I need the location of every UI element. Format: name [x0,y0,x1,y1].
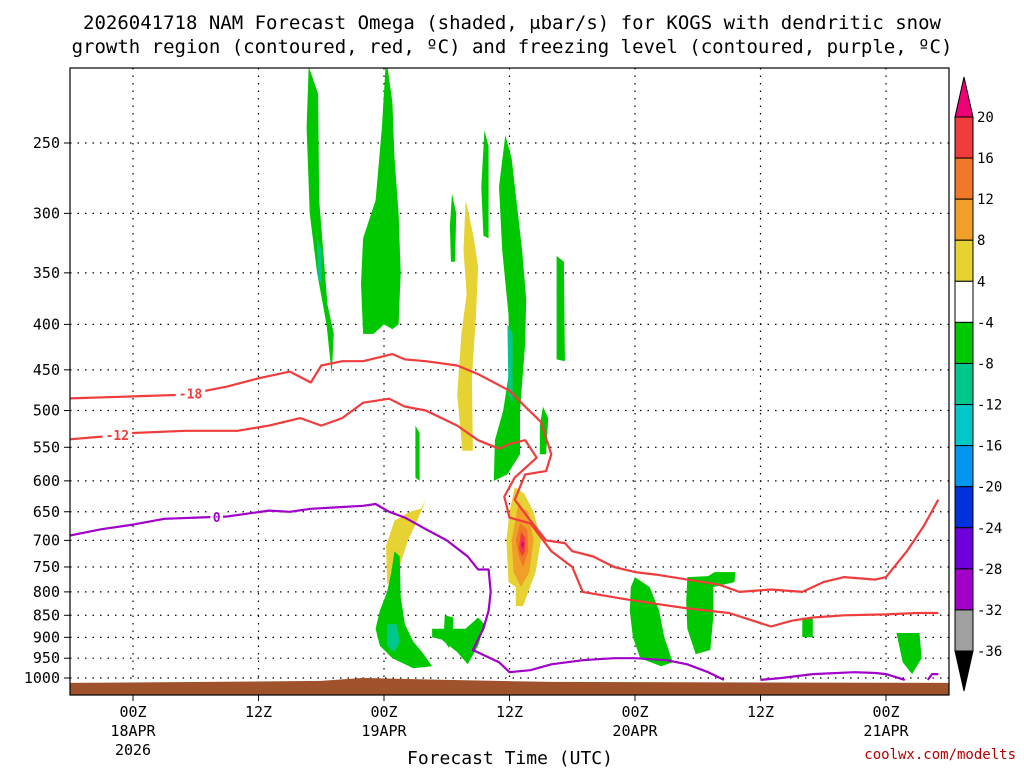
x-tick-label: 00Z [621,703,648,721]
y-tick-label: 500 [33,402,60,420]
x-year-label: 2026 [115,741,151,759]
omega-region [521,540,525,549]
y-tick-label: 600 [33,472,60,490]
x-tick-label: 12Z [496,703,523,721]
omega-region [375,551,433,669]
colorbar-arrow-top [954,76,974,118]
colorbar-box [954,568,974,611]
colorbar-label: -4 [977,315,994,331]
plot-area: -18 -12 0 [69,67,950,696]
x-date-label: 19APR [361,722,407,740]
y-tick-label: 900 [33,628,60,646]
x-tick-label: 12Z [747,703,774,721]
colorbar-box [954,198,974,241]
omega-region [493,135,527,481]
colorbar-box [954,280,974,323]
omega-region [306,68,334,375]
chart-title-line-2: growth region (contoured, red, ºC) and f… [72,36,953,58]
omega-shading [306,68,922,675]
colorbar-label: -12 [977,398,1002,414]
y-tick-label: 300 [33,204,60,222]
x-tick-label: 00Z [119,703,146,721]
colorbar: 20 16 12 8 4 -4 -8 -12 -16 -20 -24 -28 -32 -36 [954,76,1002,692]
contour-line [70,502,725,681]
colorbar-label: -16 [977,439,1002,455]
x-date-label: 20APR [612,722,658,740]
colorbar-label: 20 [977,110,994,126]
omega-region [457,200,479,451]
x-tick-label: 00Z [872,703,899,721]
colorbar-label: 4 [977,274,985,290]
colorbar-box [954,445,974,488]
y-tick-label: 350 [33,264,60,282]
y-tick-label: 1000 [24,669,60,687]
temperature-contours: -18 -12 0 [70,353,940,681]
contour-line [760,671,906,681]
x-tick-label: 00Z [370,703,397,721]
contour-label-bg [102,426,133,442]
colorbar-label: -20 [977,480,1002,496]
y-tick-label: 850 [33,606,60,624]
contour-label: -12 [106,429,129,444]
colorbar-box [954,157,974,200]
colorbar-label: -28 [977,562,1002,578]
y-axis: 250 300 350 400 450 500 550 600 650 700 750 800 850 9… [24,134,70,687]
terrain-layer [70,677,949,695]
x-date-label: 18APR [110,722,156,740]
y-tick-label: 950 [33,649,60,667]
colorbar-label: -24 [977,521,1002,537]
omega-region [686,572,736,655]
omega-region [387,624,400,653]
contour-line [926,673,939,681]
x-tick-label: 12Z [245,703,272,721]
y-tick-label: 400 [33,315,60,333]
colorbar-box [954,404,974,447]
colorbar-label: -36 [977,644,1002,660]
omega-region [361,68,401,334]
contour-label: 0 [213,511,221,526]
omega-region [432,617,485,665]
contour-label-bg [175,385,206,401]
contour-label: -18 [179,388,203,403]
omega-region [317,238,322,284]
y-tick-label: 700 [33,531,60,549]
colorbar-box [954,609,974,652]
x-date-label: 21APR [863,722,909,740]
omega-region [449,193,457,262]
omega-region [629,577,673,667]
colorbar-label: 16 [977,151,994,167]
omega-region [415,425,420,481]
x-axis-label: Forecast Time (UTC) [407,748,613,768]
colorbar-box [954,116,974,159]
y-tick-label: 750 [33,558,60,576]
terrain-ground [70,677,949,695]
y-tick-label: 650 [33,503,60,521]
omega-region [896,633,922,675]
chart-title-line-1: 2026041718 NAM Forecast Omega (shaded, μ… [83,12,941,34]
y-tick-label: 450 [33,361,60,379]
colorbar-box [954,321,974,364]
colorbar-label: 8 [977,233,985,249]
contour-line [70,353,940,593]
omega-region [802,617,813,638]
colorbar-box [954,486,974,529]
credit-link[interactable]: coolwx.com/modelts [864,747,1016,763]
contour-label-bg [210,508,223,524]
colorbar-label: -8 [977,356,994,372]
omega-region [556,255,565,362]
colorbar-arrow-bottom [954,650,974,692]
y-tick-label: 800 [33,583,60,601]
colorbar-box [954,527,974,570]
omega-region [481,130,489,239]
colorbar-box [954,362,974,406]
colorbar-box [954,239,974,282]
y-tick-label: 250 [33,134,60,152]
colorbar-label: -32 [977,603,1002,619]
omega-region [507,324,513,403]
colorbar-label: 12 [977,192,994,208]
y-tick-label: 550 [33,438,60,456]
contour-line [70,397,939,628]
